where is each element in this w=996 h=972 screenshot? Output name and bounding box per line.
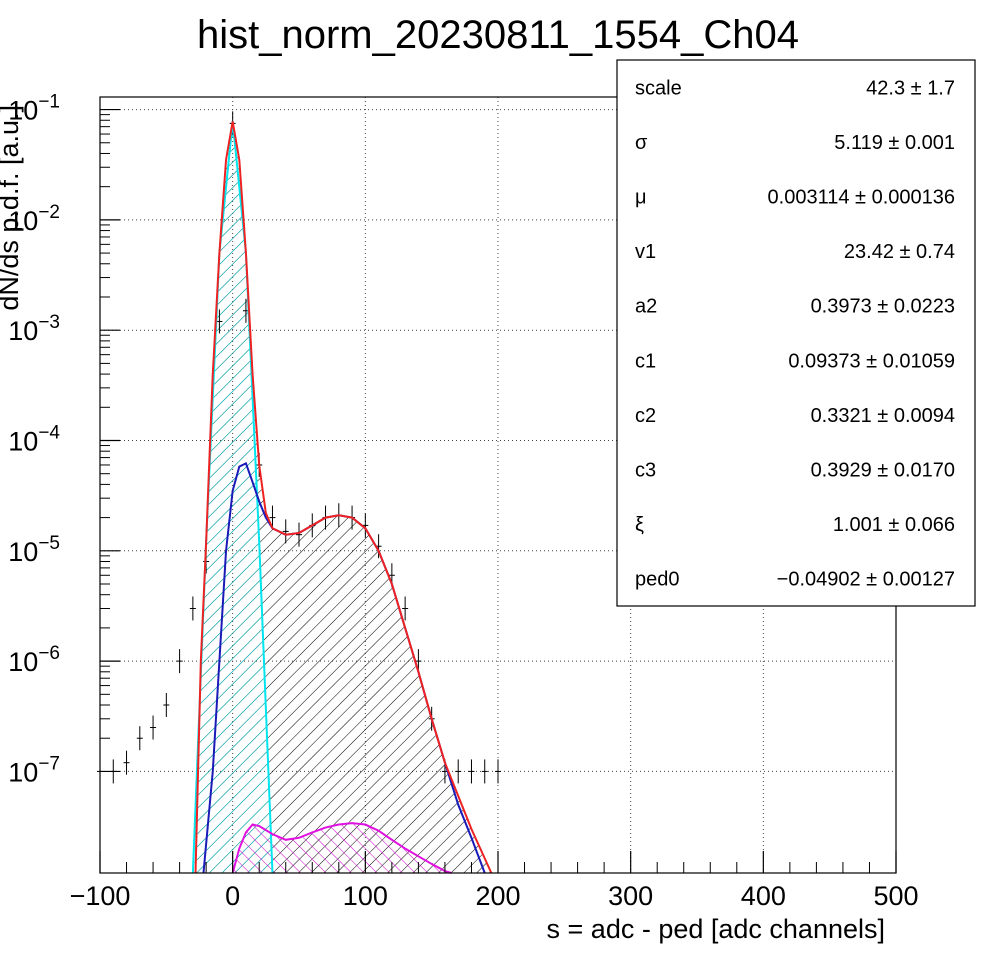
stat-label: a2 [635,296,657,318]
series-line-3 [194,121,493,874]
x-tick-label: 0 [225,881,240,911]
stat-label: c3 [635,460,656,482]
series-line-4 [231,822,452,874]
stat-value: 23.42 ± 0.74 [844,241,955,263]
series-group [97,111,501,874]
stat-label: v1 [635,241,656,263]
stat-label: c1 [635,350,656,372]
stat-label: ped0 [635,569,680,591]
stat-value: 1.001 ± 0.066 [833,514,955,536]
x-tick-label: −100 [70,881,131,911]
x-tick-label: 500 [873,881,918,911]
x-axis-label: s = adc - ped [adc channels] [547,914,885,944]
x-tick-label: 200 [475,881,520,911]
stat-value: 5.119 ± 0.001 [834,132,955,154]
stats-box-frame [616,59,976,607]
stat-value: −0.04902 ± 0.00127 [777,569,955,591]
y-tick-label: 10−2 [8,202,60,236]
chart-title: hist_norm_20230811_1554_Ch04 [197,13,799,57]
x-tick-label: 300 [608,881,653,911]
stat-value: 42.3 ± 1.7 [866,77,955,99]
stat-label: ξ [635,514,644,536]
total-fit-fill [195,121,492,874]
stat-label: μ [635,187,647,209]
stats-box: scale 42.3 ± 1.7 σ 5.119 ± 0.001 μ 0.003114 ±… [616,59,976,607]
stat-label: scale [635,77,682,99]
stat-value: 0.3929 ± 0.0170 [811,460,955,482]
stat-value: 0.003114 ± 0.000136 [768,187,955,209]
x-tick-label: 100 [343,881,388,911]
stat-value: 0.09373 ± 0.01059 [788,350,955,372]
second-pe-fill [232,823,452,873]
stat-label: σ [635,132,648,154]
stat-value: 0.3321 ± 0.0094 [811,405,955,427]
stat-label: c2 [635,405,656,427]
x-tick-label: 400 [741,881,786,911]
y-axis-label: dN/ds p.d.f. [a.u.] [0,105,24,311]
stat-value: 0.3973 ± 0.0223 [811,296,955,318]
